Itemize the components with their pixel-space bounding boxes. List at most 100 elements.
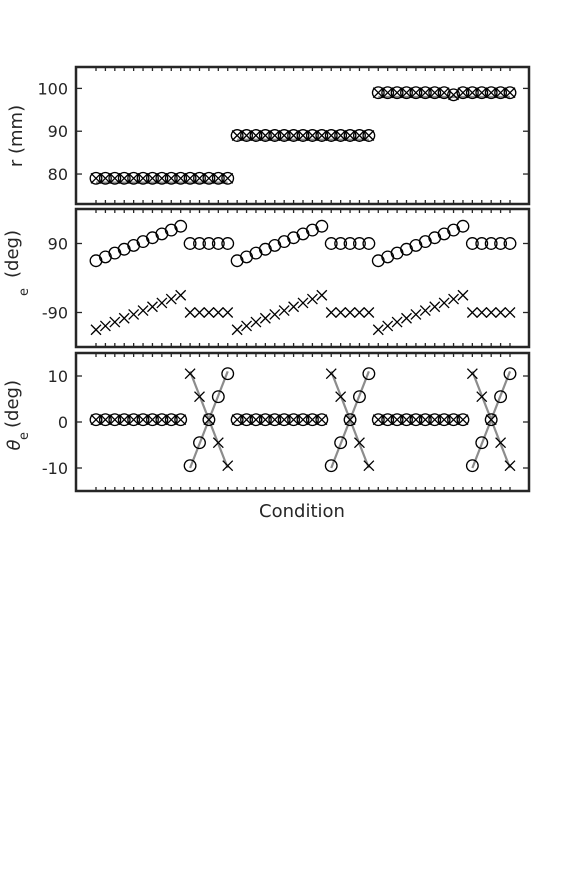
panel-r-point-x: [495, 87, 507, 99]
panel-theta-point-circle: [249, 413, 263, 427]
panel-phi-marks: [89, 219, 517, 336]
panel-phi-point-x: [504, 307, 516, 318]
panel-theta-point-circle: [381, 413, 395, 427]
panel-theta-point-x: [278, 414, 290, 426]
panel-phi-point-x: [222, 307, 234, 318]
panel-theta-point-x: [259, 414, 271, 426]
panel-theta-point-x: [297, 414, 309, 426]
panel-r-point-circle: [465, 86, 479, 100]
panel-theta-point-x: [165, 414, 177, 426]
panel-phi-point-circle: [494, 237, 508, 250]
panel-theta-point-x: [306, 414, 318, 426]
panel-theta-point-circle: [164, 413, 178, 427]
panel-r-point-circle: [136, 171, 150, 185]
panel-r-marks: [89, 86, 517, 185]
panel-phi-point-x: [429, 301, 441, 313]
panel-theta-point-circle: [183, 459, 197, 473]
panel-phi-point-x: [259, 312, 271, 324]
panel-theta-point-circle: [334, 436, 348, 450]
panel-theta-point-circle: [362, 367, 376, 381]
panel-phi-point-circle: [456, 219, 470, 233]
panel-theta-point-circle: [465, 459, 479, 473]
panel-theta-point-circle: [277, 413, 291, 427]
panel-phi-point-x: [476, 307, 488, 318]
panel-theta-point-x: [194, 391, 205, 403]
panel-phi-ticks: -90 90: [42, 209, 529, 347]
panel-theta-ylabel: (deg): [2, 380, 23, 428]
panel-theta-point-circle: [221, 367, 235, 381]
panel-theta-point-x: [363, 460, 375, 472]
panel-r-point-circle: [146, 171, 159, 185]
panel-theta-point-x: [90, 414, 102, 426]
panel-theta-point-circle: [258, 413, 272, 427]
panel-phi-point-x: [316, 289, 328, 301]
panel-phi-point-circle: [202, 237, 216, 250]
panel-theta-point-circle: [315, 413, 329, 427]
panel-theta-point-x: [250, 414, 262, 426]
panel-r-point-x: [203, 172, 215, 184]
panel-theta-point-x: [504, 460, 516, 472]
panel-r-point-x: [504, 87, 516, 99]
panel-r-point-circle: [240, 129, 253, 142]
panel-r-point-circle: [305, 129, 319, 142]
panel-phi-point-x: [419, 305, 431, 317]
panel-r-point-circle: [353, 129, 366, 142]
panel-r-point-circle: [155, 171, 169, 185]
panel-r-point-circle: [108, 171, 122, 185]
panel-r-point-x: [109, 172, 121, 184]
panel-r-point-circle: [494, 86, 508, 100]
panel-theta-point-x: [203, 414, 215, 426]
panel-theta-point-x: [382, 414, 394, 426]
panel-r-point-x: [457, 87, 469, 99]
panel-theta-point-circle: [98, 413, 112, 427]
panel-r-point-circle: [447, 88, 460, 102]
panel-theta-ylabel-greek: θ: [4, 439, 25, 450]
panel-theta-point-circle: [437, 413, 451, 427]
panel-theta-point-x: [438, 414, 450, 426]
panel-r-point-circle: [127, 171, 141, 185]
panel-r-point-x: [146, 172, 158, 184]
panel-phi-point-circle: [503, 237, 517, 250]
panel-r-point-circle: [117, 171, 131, 185]
panel-r-point-x: [128, 172, 140, 184]
panel-r: 80 90 100 r (mm): [6, 65, 531, 206]
panel-theta-point-x: [128, 414, 140, 426]
panel-theta-point-circle: [136, 413, 150, 427]
panel-theta-point-circle: [230, 413, 244, 427]
panel-theta-point-x: [457, 414, 469, 426]
panel-phi-point-x: [382, 320, 394, 332]
panel-r-point-x: [118, 172, 130, 184]
panel-theta-point-x: [485, 414, 497, 426]
panel-phi-point-x: [212, 307, 224, 318]
panel-theta-point-x: [372, 414, 384, 426]
panel-phi-point-x: [231, 324, 243, 336]
panel-phi-point-x: [128, 308, 140, 320]
panel-r-point-x: [372, 87, 384, 99]
panel-r-point-circle: [221, 171, 235, 185]
panel-r-point-x: [137, 172, 149, 184]
panel-theta-point-circle: [268, 413, 282, 427]
panel-r-point-circle: [174, 171, 188, 185]
panel-r-point-circle: [409, 86, 423, 100]
panel-phi-point-x: [184, 307, 196, 318]
panel-theta-point-circle: [409, 413, 423, 427]
panel-phi-point-circle: [353, 237, 366, 250]
panel-r-point-circle: [400, 86, 413, 100]
panel-phi-point-x: [99, 320, 111, 332]
panel-theta-point-circle: [428, 413, 442, 427]
panel-r-point-x: [90, 172, 102, 184]
panel-phi-ylabel-sub: e: [17, 288, 32, 296]
panel-r-point-x: [231, 130, 243, 141]
panel-theta-point-circle: [353, 390, 366, 404]
panel-phi-frame: [74, 207, 531, 349]
panel-r-point-circle: [202, 171, 216, 185]
panel-r-point-x: [325, 130, 337, 141]
panel-r-point-x: [278, 130, 290, 141]
panel-theta-point-x: [241, 414, 253, 426]
panel-r-point-circle: [268, 129, 282, 142]
panel-r-point-x: [438, 87, 450, 99]
panel-r-point-x: [485, 87, 497, 99]
panel-r-point-circle: [164, 171, 178, 185]
panel-theta-point-circle: [418, 413, 432, 427]
panel-phi-point-x: [165, 293, 177, 305]
